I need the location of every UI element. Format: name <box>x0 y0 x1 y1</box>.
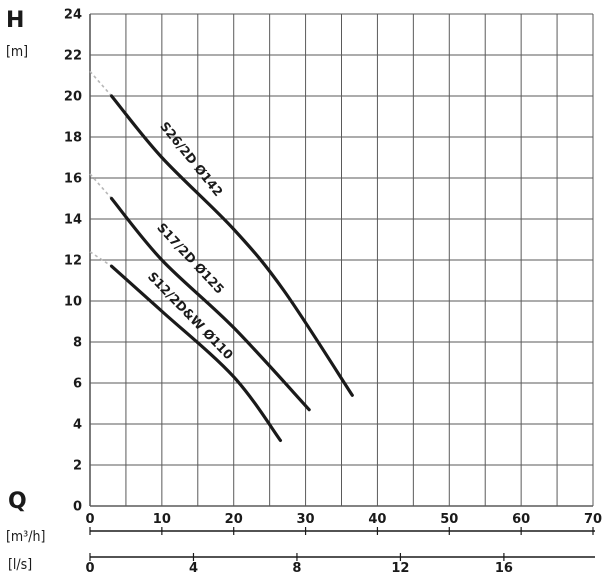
x-axis-unit-m3h: [m³/h] <box>6 529 45 545</box>
y-axis-letter: H <box>6 8 24 33</box>
y-tick-label: 8 <box>73 336 82 351</box>
y-tick-label: 0 <box>73 500 82 515</box>
y-tick-label: 4 <box>73 418 82 433</box>
y-axis-unit: [m] <box>6 44 28 60</box>
series-extrapolation-1 <box>90 71 112 96</box>
y-tick-label: 10 <box>64 295 82 310</box>
x-tick-label-m3h: 60 <box>512 512 530 527</box>
x-tick-label-ls: 0 <box>85 561 94 576</box>
y-tick-label: 14 <box>64 213 82 228</box>
x-tick-label-ls: 12 <box>391 561 409 576</box>
y-tick-label: 6 <box>73 377 82 392</box>
x-tick-label-ls: 16 <box>495 561 513 576</box>
x-tick-label-ls: 4 <box>189 561 198 576</box>
y-tick-label: 18 <box>64 131 82 146</box>
y-tick-label: 24 <box>64 8 82 23</box>
x-tick-label-m3h: 20 <box>225 512 243 527</box>
dashed-extrapolations <box>90 71 112 266</box>
x-axis-letter: Q <box>8 489 27 514</box>
y-tick-label: 2 <box>73 459 82 474</box>
series-line-2 <box>112 199 310 410</box>
y-tick-label: 20 <box>64 90 82 105</box>
y-tick-label: 16 <box>64 172 82 187</box>
x-tick-label-m3h: 50 <box>440 512 458 527</box>
x-tick-label-m3h: 70 <box>584 512 602 527</box>
x-axis-unit-ls: [l/s] <box>8 557 32 573</box>
y-tick-label: 22 <box>64 49 82 64</box>
x-tick-label-m3h: 40 <box>368 512 386 527</box>
y-tick-label: 12 <box>64 254 82 269</box>
x-tick-label-m3h: 10 <box>153 512 171 527</box>
pump-curves <box>112 96 353 440</box>
series-extrapolation-3 <box>90 252 112 266</box>
x-tick-label-m3h: 0 <box>85 512 94 527</box>
x-tick-label-ls: 8 <box>292 561 301 576</box>
x-tick-label-m3h: 30 <box>297 512 315 527</box>
